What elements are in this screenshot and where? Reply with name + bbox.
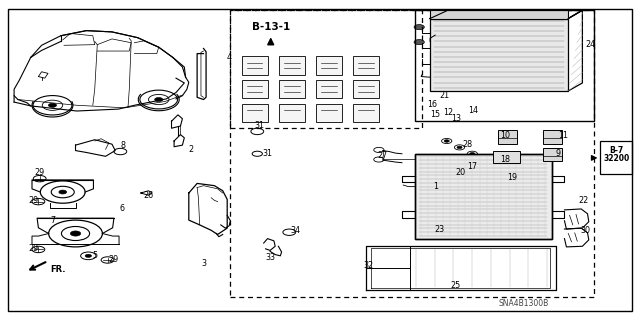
Polygon shape [316, 80, 342, 98]
Polygon shape [493, 151, 520, 163]
Text: 24: 24 [585, 40, 595, 48]
Text: 19: 19 [507, 173, 517, 182]
Polygon shape [543, 130, 562, 144]
Text: 21: 21 [440, 91, 450, 100]
Circle shape [444, 140, 449, 142]
Text: 9: 9 [556, 149, 561, 158]
Circle shape [85, 254, 92, 257]
Text: 6: 6 [119, 204, 124, 213]
Polygon shape [498, 130, 517, 144]
Polygon shape [279, 104, 305, 122]
Text: 31: 31 [254, 121, 264, 130]
Text: 2: 2 [188, 145, 193, 154]
Text: B-7: B-7 [609, 146, 623, 155]
Text: FR.: FR. [50, 265, 65, 274]
Text: 32200: 32200 [603, 154, 630, 163]
Text: 27: 27 [378, 151, 388, 160]
Text: 23: 23 [434, 225, 444, 234]
Polygon shape [242, 104, 268, 122]
Circle shape [155, 98, 163, 101]
Circle shape [414, 40, 424, 45]
Text: 29: 29 [109, 255, 119, 263]
Polygon shape [242, 80, 268, 98]
Text: 28: 28 [462, 140, 472, 149]
Text: 25: 25 [451, 281, 461, 290]
Text: B-13-1: B-13-1 [252, 22, 290, 32]
Polygon shape [543, 148, 562, 161]
Text: 30: 30 [580, 226, 590, 235]
Text: 13: 13 [451, 114, 461, 123]
Text: 26: 26 [143, 191, 154, 200]
Text: 29: 29 [35, 168, 45, 177]
Text: 8: 8 [120, 141, 125, 150]
Text: 29: 29 [28, 196, 38, 205]
Text: 34: 34 [291, 226, 301, 235]
Text: 1: 1 [433, 182, 438, 191]
Polygon shape [353, 80, 379, 98]
Polygon shape [316, 104, 342, 122]
Text: 16: 16 [428, 100, 438, 109]
Text: 5: 5 [92, 251, 97, 260]
Circle shape [70, 231, 81, 236]
Text: 7: 7 [50, 216, 55, 225]
Text: 17: 17 [467, 162, 477, 171]
Polygon shape [279, 80, 305, 98]
Circle shape [414, 25, 424, 30]
Polygon shape [353, 104, 379, 122]
Polygon shape [316, 56, 342, 75]
Text: 29: 29 [28, 244, 38, 253]
Text: 11: 11 [558, 131, 568, 140]
Text: 20: 20 [456, 168, 466, 177]
Text: 15: 15 [430, 110, 440, 119]
Text: 12: 12 [443, 108, 453, 117]
Polygon shape [353, 56, 379, 75]
Text: 33: 33 [265, 253, 275, 262]
Polygon shape [430, 10, 568, 19]
Text: 32: 32 [363, 261, 373, 270]
Text: 14: 14 [468, 106, 479, 115]
Circle shape [470, 152, 475, 155]
Polygon shape [415, 154, 552, 239]
Text: 10: 10 [500, 131, 511, 140]
Circle shape [49, 103, 56, 107]
Text: SNA4B1300B: SNA4B1300B [499, 299, 548, 308]
Circle shape [59, 190, 67, 194]
Polygon shape [242, 56, 268, 75]
Text: 18: 18 [500, 155, 511, 164]
Circle shape [457, 146, 462, 149]
Polygon shape [430, 19, 568, 91]
Text: 22: 22 [579, 197, 589, 205]
Text: 31: 31 [262, 149, 273, 158]
Text: 4: 4 [227, 53, 232, 62]
Text: 3: 3 [201, 259, 206, 268]
Polygon shape [279, 56, 305, 75]
